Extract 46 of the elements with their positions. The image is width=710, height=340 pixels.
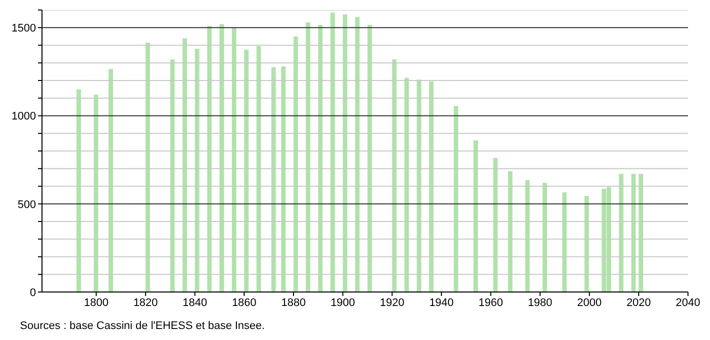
x-tick-label: 1920 bbox=[380, 296, 404, 309]
y-tick-label: 1500 bbox=[12, 22, 36, 35]
bar bbox=[281, 66, 286, 292]
bar bbox=[220, 24, 224, 292]
bar bbox=[232, 28, 236, 292]
bar bbox=[473, 140, 478, 292]
bar bbox=[244, 50, 249, 292]
bar bbox=[76, 89, 81, 292]
bar bbox=[584, 196, 589, 292]
x-tick-label: 1940 bbox=[429, 296, 454, 309]
bar bbox=[618, 174, 624, 292]
bar bbox=[256, 46, 261, 292]
x-tick-label: 1800 bbox=[84, 296, 108, 309]
x-tick-label: 1840 bbox=[182, 296, 208, 309]
bar bbox=[194, 48, 200, 292]
bar bbox=[170, 59, 175, 292]
y-tick-label: 0 bbox=[30, 286, 36, 299]
bar bbox=[367, 24, 372, 292]
x-tick-label: 1860 bbox=[232, 296, 256, 309]
x-tick-label: 1960 bbox=[478, 296, 503, 309]
bar bbox=[638, 174, 644, 292]
bar bbox=[355, 17, 360, 292]
bar bbox=[429, 81, 434, 292]
bar bbox=[542, 182, 547, 292]
bar bbox=[207, 26, 212, 292]
bar bbox=[493, 158, 498, 292]
bar bbox=[508, 171, 512, 292]
x-tick-label: 2040 bbox=[676, 296, 700, 309]
bar bbox=[318, 24, 323, 292]
y-tick-label: 1000 bbox=[12, 110, 36, 123]
bar bbox=[108, 69, 114, 292]
bar bbox=[306, 22, 310, 292]
bar bbox=[330, 12, 335, 292]
bar bbox=[392, 59, 397, 292]
y-tick-label: 500 bbox=[18, 198, 36, 211]
bar bbox=[404, 78, 409, 292]
x-tick-label: 1900 bbox=[330, 296, 356, 309]
x-tick-label: 1980 bbox=[528, 296, 552, 309]
bar bbox=[293, 36, 298, 292]
source-note: Sources : base Cassini de l'EHESS et base Insee. bbox=[20, 320, 266, 332]
bar bbox=[146, 42, 150, 292]
x-tick-label: 1880 bbox=[281, 296, 306, 309]
x-tick-label: 2020 bbox=[626, 296, 651, 309]
bar bbox=[182, 38, 187, 292]
x-tick-label: 1820 bbox=[133, 296, 158, 309]
x-tick-label: 2000 bbox=[577, 296, 602, 309]
